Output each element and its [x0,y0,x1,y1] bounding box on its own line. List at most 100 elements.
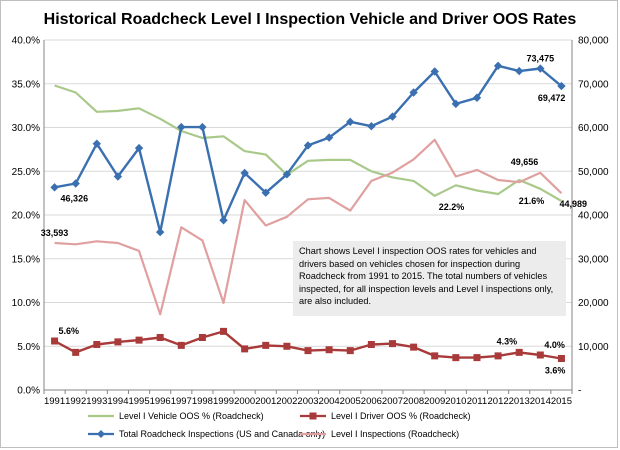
data-point-diamond [472,93,482,102]
data-point-square [431,352,439,360]
x-tick-label: 2012 [488,396,509,407]
y-left-tick-label: 0.0% [17,386,40,397]
series-line [54,84,562,202]
data-point-diamond [324,133,334,142]
data-point-square [283,342,291,350]
x-tick-label: 1993 [86,396,107,407]
y-left-tick-label: 5.0% [17,342,40,353]
y-left-tick-label: 15.0% [12,254,40,265]
data-point-square [241,345,249,353]
data-label: 44,989 [559,199,587,209]
legend: Level I Vehicle OOS % (Roadcheck) Level I… [88,411,471,439]
data-point-diamond [388,112,397,121]
legend-item-level-i-inspections-roadcheck: Level I Inspections (Roadcheck) [300,429,459,439]
x-tick-label: 2005 [340,396,361,407]
y-left-tick-label: 40.0% [12,36,40,47]
data-label: 21.6% [519,196,545,206]
series-level-i-vehicle-oos-roadcheck [54,84,562,202]
data-point-diamond [198,122,207,132]
data-point-square [198,334,206,341]
data-point-square [177,341,185,349]
series-group [50,61,566,362]
data-label: 4.0% [544,340,565,350]
x-tick-label: 2014 [530,396,551,407]
data-point-square [51,337,59,345]
data-point-diamond [303,141,313,150]
x-tick-label: 1994 [107,396,128,407]
x-tick-label: 1997 [171,396,192,407]
x-tick-label: 2011 [467,396,487,407]
series-line [54,138,563,316]
x-tick-label: 2007 [382,396,403,407]
legend-marker-diamond [97,430,105,438]
y-right-tick-label: 30,000 [578,254,609,265]
data-point-square [304,347,312,355]
data-point-diamond [536,64,545,73]
x-tick-label: 2008 [403,396,424,407]
x-tick-label: 2009 [424,396,445,407]
y-right-tick-label: 70,000 [578,79,609,90]
chart-title: Historical Roadcheck Level I Inspection … [44,11,577,28]
data-point-square [346,347,354,355]
x-tick-label: 1995 [128,396,149,407]
data-point-diamond [493,61,503,71]
y-right-tick-label: 50,000 [578,167,609,178]
x-tick-label: 2015 [551,396,572,407]
data-label: 73,475 [527,54,555,64]
data-point-diamond [177,122,186,132]
x-tick-label: 2000 [234,396,255,407]
x-tick-label: 2006 [361,396,382,407]
data-point-square [494,352,502,360]
y-axis-right-ticks: - 10,000 20,000 30,000 40,000 50,000 60,000 70,… [578,36,609,397]
legend-marker-square [309,412,317,420]
data-point-square [262,341,270,349]
data-point-diamond [557,81,566,91]
y-left-tick-label: 20.0% [12,211,40,222]
data-point-diamond [346,117,355,127]
data-point-square [388,340,396,348]
series-level-i-inspections-roadcheck [54,138,563,316]
data-point-diamond [451,99,461,109]
x-tick-label: 1991 [44,396,65,407]
data-point-diamond [240,168,249,178]
legend-item-level-i-driver-oos-roadcheck: Level I Driver OOS % (Roadcheck) [300,411,471,421]
chart-note: Chart shows Level I inspection OOS rates… [293,241,566,316]
data-label: 3.6% [545,366,566,376]
x-axis-ticks: 1991 1992 1993 1994 1995 1996 1997 1998 1999 2000… [44,396,572,407]
data-label: 33,593 [41,228,69,238]
x-tick-label: 1998 [192,396,213,407]
data-point-square [114,338,122,346]
x-tick-label: 2004 [319,396,340,407]
y-left-tick-label: 35.0% [12,79,40,90]
axes [43,40,573,394]
data-point-diamond [430,67,439,76]
data-label: 4.3% [497,336,518,346]
legend-label: Level I Vehicle OOS % (Roadcheck) [119,411,264,421]
y-left-tick-label: 25.0% [12,167,40,178]
y-axis-left-ticks: 0.0% 5.0% 10.0% 15.0% 20.0% 25.0% 30.0% 35.0% 40… [12,36,40,397]
data-point-square [536,351,544,359]
x-tick-label: 2013 [509,396,530,407]
data-point-diamond [515,66,524,76]
x-tick-label: 2002 [276,396,297,407]
y-right-tick-label: 40,000 [578,211,609,222]
data-label: 49,656 [511,157,539,167]
series-level-i-driver-oos-roadcheck [51,327,565,362]
data-point-diamond [367,121,376,131]
data-point-square [220,327,228,335]
y-right-tick-label: 10,000 [578,342,609,353]
y-left-tick-label: 30.0% [12,123,40,134]
x-tick-label: 2010 [445,396,466,407]
data-point-square [93,341,101,348]
data-point-square [156,334,164,341]
data-point-diamond [282,170,292,179]
data-point-diamond [71,179,80,188]
x-tick-label: 1999 [213,396,234,407]
data-labels: 46,326 73,475 69,472 33,593 49,656 44,989 22.2… [41,54,587,376]
data-point-square [515,348,523,356]
y-right-tick-label: 20,000 [578,298,609,309]
legend-item-total-roadcheck-inspections-us-and-canada-only: Total Roadcheck Inspections (US and Cana… [88,429,325,439]
x-tick-label: 2001 [255,396,276,407]
